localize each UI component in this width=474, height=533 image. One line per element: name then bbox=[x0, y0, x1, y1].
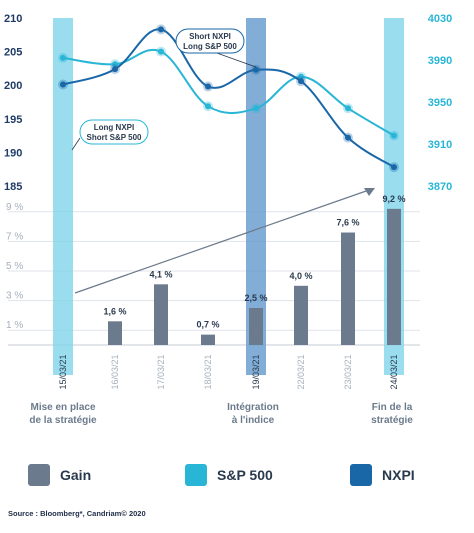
annotation-short-line2: Long S&P 500 bbox=[183, 42, 237, 51]
gain-bar-label: 4,0 % bbox=[289, 271, 312, 281]
sp500-point bbox=[205, 103, 211, 110]
left-axis-tick-label: 210 bbox=[4, 13, 22, 25]
highlight-band bbox=[53, 18, 73, 375]
annotation-box-short bbox=[175, 28, 245, 54]
gain-bar bbox=[387, 208, 401, 345]
sp500-point bbox=[158, 48, 164, 55]
nxpi-point bbox=[345, 134, 351, 141]
legend-item-nxpi: NXPI bbox=[350, 464, 415, 486]
sp500-point bbox=[112, 61, 118, 68]
gain-spread-chart: 1 % 3 % 5 % 7 % 9 % 1,6 % 4,1 % 0,7 % 2,5 % 4,0 %… bbox=[4, 13, 452, 426]
nxpi-point bbox=[112, 66, 118, 73]
trend-arrow-line bbox=[74, 189, 370, 294]
right-axis-tick-label: 3910 bbox=[428, 139, 452, 151]
legend-swatch-nxpi bbox=[350, 464, 372, 486]
source-note: Source : Bloomberg*, Candriam© 2020 bbox=[8, 509, 146, 518]
gain-bar bbox=[201, 334, 215, 345]
sp500-line bbox=[62, 48, 395, 137]
annotation-leader-long bbox=[71, 137, 81, 151]
gain-bar-label: 9,2 % bbox=[382, 194, 405, 204]
gain-bar-label: 7,6 % bbox=[336, 218, 359, 228]
percent-tick-label: 9 % bbox=[6, 202, 23, 213]
gain-bar-label: 1,6 % bbox=[103, 306, 126, 316]
right-axis-tick-label: 3990 bbox=[428, 55, 452, 67]
phase-label-line2: de la stratégie bbox=[29, 415, 97, 426]
date-label: 16/03/21 bbox=[110, 354, 120, 389]
percent-tick-label: 3 % bbox=[6, 291, 23, 302]
nxpi-point bbox=[298, 78, 304, 85]
left-axis-tick-label: 205 bbox=[4, 47, 22, 59]
right-axis-tick-label: 3870 bbox=[428, 181, 452, 193]
phase-label-line2: à l'indice bbox=[232, 415, 275, 426]
gain-bar-label: 2,5 % bbox=[244, 293, 267, 303]
sp500-point bbox=[298, 73, 304, 80]
gain-bar bbox=[341, 232, 355, 345]
date-label: 24/03/21 bbox=[389, 354, 399, 389]
trend-arrow-head bbox=[364, 188, 375, 196]
date-label: 15/03/21 bbox=[58, 354, 68, 389]
phase-label-line1: Intégration bbox=[227, 402, 279, 413]
legend-swatch-gain bbox=[28, 464, 50, 486]
gain-bar bbox=[249, 308, 263, 345]
legend-label-gain: Gain bbox=[60, 467, 92, 483]
percent-tick-label: 5 % bbox=[6, 261, 23, 272]
annotation-long-line2: Short S&P 500 bbox=[87, 133, 143, 142]
sp500-point bbox=[391, 132, 397, 139]
left-axis-tick-label: 200 bbox=[4, 80, 22, 92]
gain-bar bbox=[154, 284, 168, 345]
date-label: 17/03/21 bbox=[156, 354, 166, 389]
nxpi-point bbox=[391, 164, 397, 171]
legend-item-gain: Gain bbox=[28, 464, 91, 486]
nxpi-point bbox=[60, 81, 66, 88]
highlight-band bbox=[246, 18, 266, 375]
legend-label-nxpi: NXPI bbox=[382, 467, 415, 483]
nxpi-point bbox=[205, 83, 211, 90]
left-axis-tick-label: 190 bbox=[4, 147, 22, 159]
phase-label-line1: Mise en place bbox=[30, 402, 95, 413]
nxpi-line bbox=[62, 28, 395, 169]
gain-bar bbox=[108, 321, 122, 345]
legend-item-sp500: S&P 500 bbox=[185, 464, 273, 486]
gain-bar-label: 0,7 % bbox=[196, 320, 219, 330]
sp500-point bbox=[60, 54, 66, 61]
annotation-long-line1: Long NXPI bbox=[94, 123, 134, 132]
legend-label-sp500: S&P 500 bbox=[217, 467, 273, 483]
date-label: 19/03/21 bbox=[251, 354, 261, 389]
left-axis-tick-label: 185 bbox=[4, 181, 22, 193]
annotation-box-long bbox=[79, 119, 149, 145]
nxpi-point bbox=[158, 26, 164, 33]
sp500-point bbox=[345, 105, 351, 112]
right-axis-tick-label: 4030 bbox=[428, 13, 452, 25]
right-axis-tick-label: 3950 bbox=[428, 97, 452, 109]
gain-bar-label: 4,1 % bbox=[149, 269, 172, 279]
phase-label-line2: stratégie bbox=[371, 415, 413, 426]
left-axis-tick-label: 195 bbox=[4, 114, 22, 126]
date-label: 22/03/21 bbox=[296, 354, 306, 389]
gain-bar bbox=[294, 285, 308, 345]
date-label: 18/03/21 bbox=[203, 354, 213, 389]
legend-swatch-sp500 bbox=[185, 464, 207, 486]
annotation-short-line1: Short NXPI bbox=[189, 32, 231, 41]
percent-tick-label: 1 % bbox=[6, 320, 23, 331]
annotation-leader-short bbox=[213, 51, 257, 68]
date-label: 23/03/21 bbox=[343, 354, 353, 389]
nxpi-point bbox=[253, 66, 259, 73]
percent-tick-label: 7 % bbox=[6, 231, 23, 242]
phase-label-line1: Fin de la bbox=[372, 402, 413, 413]
sp500-point bbox=[253, 105, 259, 112]
